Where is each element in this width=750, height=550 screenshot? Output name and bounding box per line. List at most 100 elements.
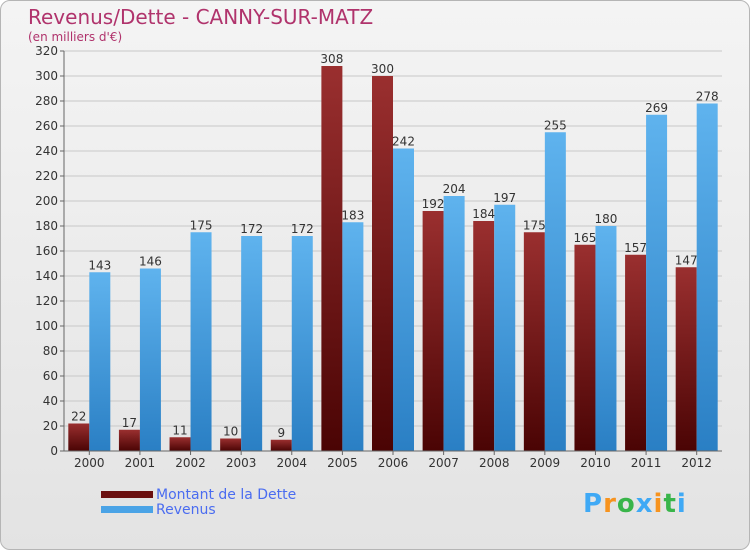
value-label-revenue: 242 [392, 135, 415, 149]
logo-letter: o [616, 489, 636, 519]
bar-debt [220, 438, 242, 451]
bar-revenue [443, 196, 465, 451]
value-label-debt: 157 [624, 241, 647, 255]
value-label-revenue: 143 [88, 258, 111, 272]
value-label-debt: 17 [122, 416, 137, 430]
y-tick-label: 200 [35, 194, 58, 208]
value-label-debt: 10 [223, 425, 238, 439]
logo-letter: P [583, 489, 604, 519]
value-label-revenue: 269 [645, 101, 668, 115]
value-label-revenue: 197 [493, 191, 516, 205]
value-label-debt: 147 [675, 253, 698, 267]
value-label-revenue: 204 [443, 182, 466, 196]
y-tick-label: 220 [35, 169, 58, 183]
bar-debt [118, 429, 140, 451]
y-tick-label: 240 [35, 144, 58, 158]
y-tick-label: 20 [43, 419, 58, 433]
legend-item-debt: Montant de la Dette [101, 486, 297, 503]
bar-revenue [139, 268, 161, 451]
y-tick-label: 180 [35, 219, 58, 233]
value-label-debt: 9 [277, 426, 285, 440]
value-label-debt: 308 [320, 52, 343, 66]
proxiti-logo: Proxiti [583, 489, 687, 519]
value-label-revenue: 255 [544, 118, 567, 132]
legend-label-revenue: Revenus [156, 501, 216, 518]
value-label-revenue: 146 [139, 255, 162, 269]
logo-letter: x [635, 489, 654, 519]
y-tick-label: 320 [35, 44, 58, 58]
x-tick-label: 2004 [276, 456, 307, 470]
value-label-revenue: 172 [291, 222, 314, 236]
x-tick-label: 2011 [631, 456, 662, 470]
x-tick-label: 2012 [681, 456, 712, 470]
value-label-debt: 22 [71, 410, 86, 424]
x-tick-label: 2009 [530, 456, 561, 470]
value-label-revenue: 172 [240, 222, 263, 236]
y-tick-label: 160 [35, 244, 58, 258]
bar-revenue [393, 148, 414, 451]
legend-swatch-revenue [101, 506, 153, 513]
value-label-debt: 11 [172, 423, 187, 437]
value-label-debt: 175 [523, 218, 546, 232]
bar-revenue [190, 232, 212, 451]
bar-revenue [342, 222, 364, 451]
x-tick-label: 2010 [580, 456, 611, 470]
bar-debt [523, 232, 545, 451]
logo-letter: i [676, 489, 687, 519]
chart-legend: Montant de la Dette Revenus [101, 486, 297, 518]
y-tick-label: 100 [35, 319, 58, 333]
legend-swatch-debt [101, 491, 153, 498]
bar-revenue [494, 204, 516, 451]
y-tick-label: 60 [43, 369, 58, 383]
x-tick-label: 2002 [175, 456, 206, 470]
bar-debt [270, 439, 292, 451]
value-label-debt: 192 [422, 197, 445, 211]
y-tick-label: 120 [35, 294, 58, 308]
legend-item-revenue: Revenus [101, 501, 296, 518]
logo-letter: i [653, 489, 664, 519]
logo-letter: r [603, 489, 617, 519]
y-tick-label: 40 [43, 394, 58, 408]
value-label-debt: 165 [574, 231, 597, 245]
value-label-revenue: 278 [696, 90, 719, 104]
logo-letter: t [663, 489, 677, 519]
x-tick-label: 2008 [479, 456, 510, 470]
value-label-revenue: 175 [190, 218, 213, 232]
x-tick-label: 2005 [327, 456, 358, 470]
value-label-debt: 300 [371, 62, 394, 76]
bar-debt [625, 254, 647, 451]
bar-revenue [595, 226, 617, 451]
x-tick-label: 2000 [74, 456, 105, 470]
bar-debt [675, 267, 697, 451]
bar-debt [473, 221, 495, 451]
y-tick-label: 280 [35, 94, 58, 108]
y-tick-label: 300 [35, 69, 58, 83]
bar-debt [372, 76, 393, 451]
bar-debt [321, 66, 343, 451]
chart-subtitle: (en milliers d'€) [28, 30, 123, 44]
bar-revenue [544, 132, 566, 451]
x-tick-label: 2007 [428, 456, 459, 470]
bar-revenue [241, 236, 263, 451]
bar-debt [422, 211, 444, 451]
bar-revenue [696, 103, 718, 451]
value-label-revenue: 183 [341, 208, 364, 222]
x-tick-label: 2001 [125, 456, 156, 470]
x-tick-label: 2003 [226, 456, 257, 470]
legend-label-debt: Montant de la Dette [156, 486, 297, 503]
bar-debt [169, 437, 191, 451]
x-tick-label: 2006 [378, 456, 409, 470]
bar-revenue [646, 114, 668, 451]
bar-debt [68, 423, 90, 451]
bar-revenue [291, 236, 313, 451]
y-tick-label: 0 [50, 444, 58, 458]
y-tick-label: 80 [43, 344, 58, 358]
value-label-revenue: 180 [595, 212, 618, 226]
y-tick-label: 140 [35, 269, 58, 283]
value-label-debt: 184 [472, 207, 495, 221]
y-tick-label: 260 [35, 119, 58, 133]
bar-revenue [89, 272, 111, 451]
bar-debt [574, 244, 596, 451]
